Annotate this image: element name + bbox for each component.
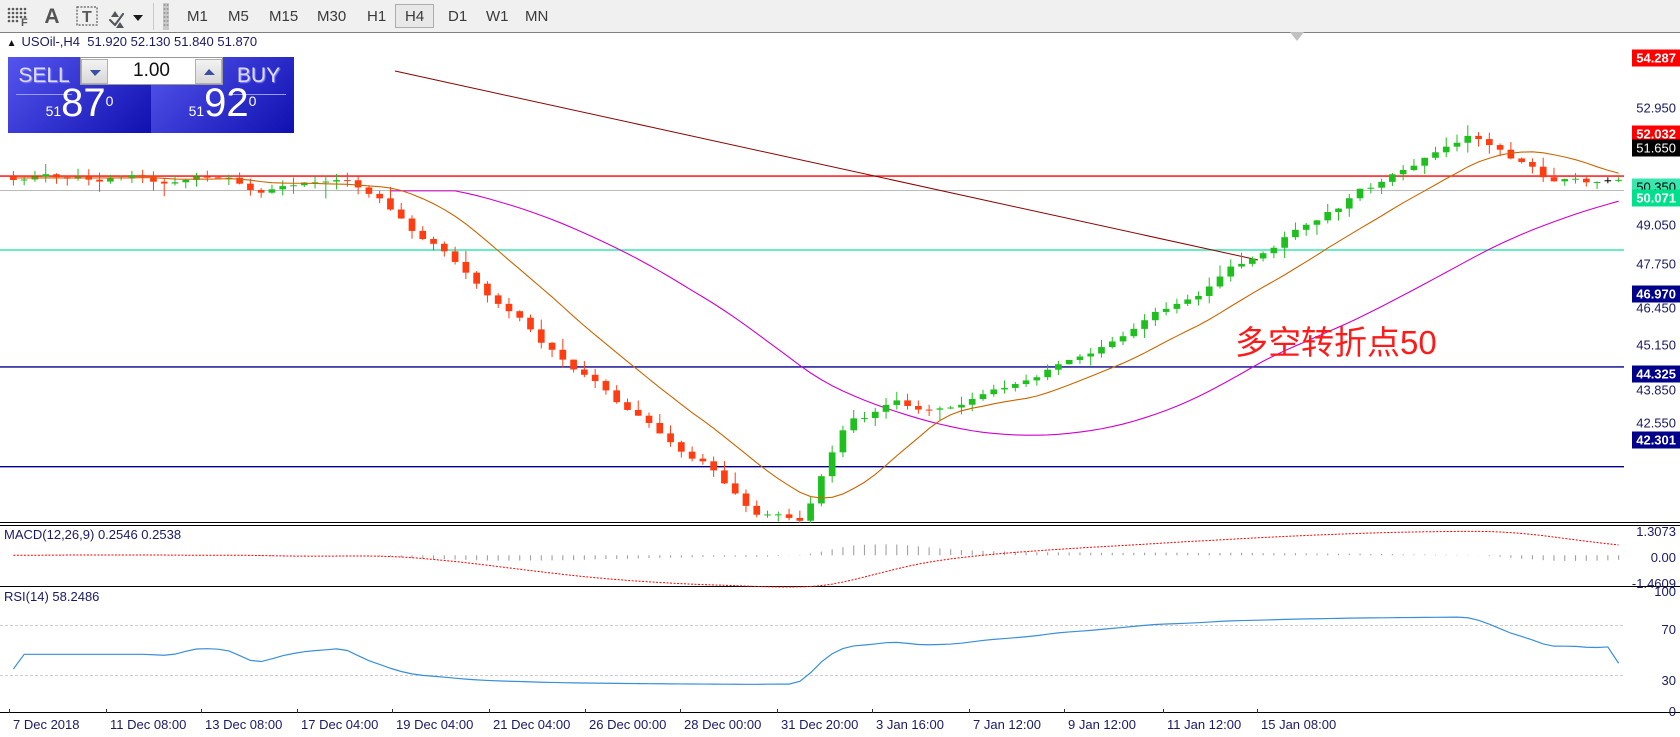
svg-text:T: T — [82, 9, 92, 26]
svg-text:F: F — [21, 17, 28, 29]
svg-text:多空转折点50: 多空转折点50 — [1235, 324, 1437, 361]
